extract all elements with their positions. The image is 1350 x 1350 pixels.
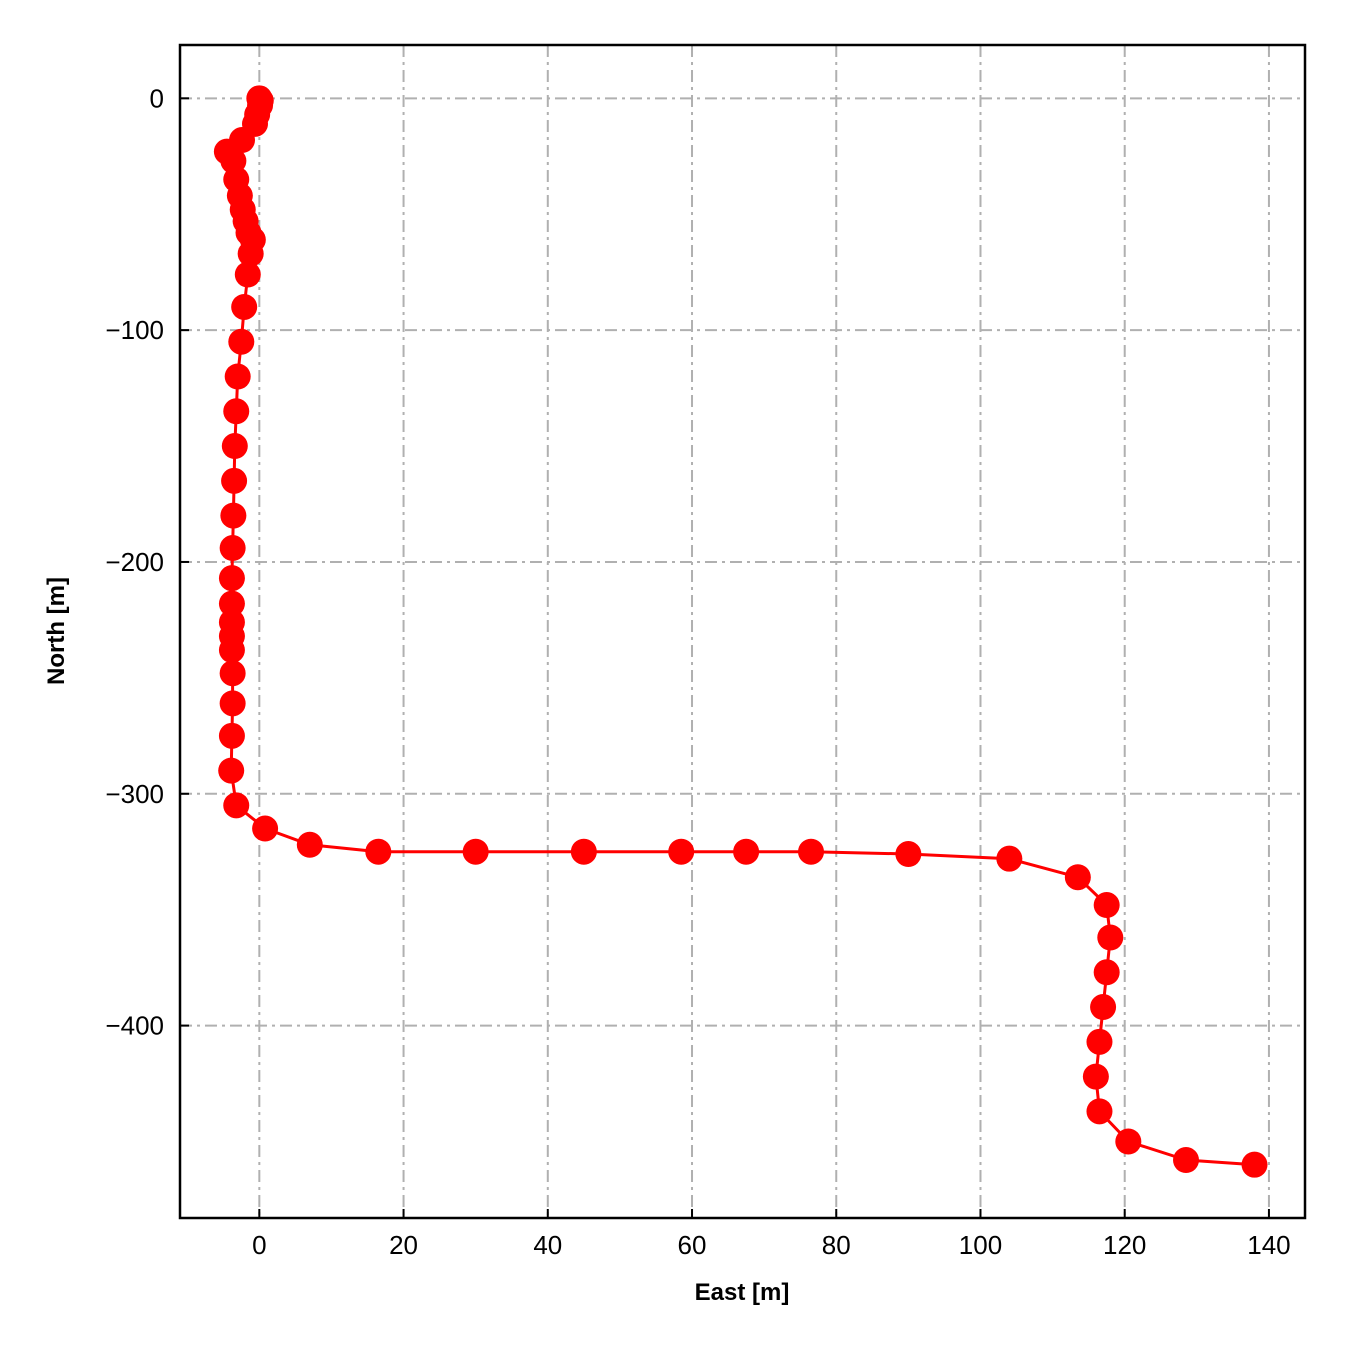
trajectory-point [218,637,245,664]
trajectory-point [1086,1098,1113,1125]
trajectory-point [218,565,245,592]
trajectory-point [1093,959,1120,986]
trajectory-point [237,240,264,267]
trajectory-point [224,363,251,390]
trajectory-point [218,590,245,617]
axis-ticks [180,97,1270,1218]
trajectory-point [996,845,1023,872]
trajectory-point [1097,924,1124,951]
x-tick-label: 0 [252,1230,266,1260]
x-tick-label: 140 [1247,1230,1290,1260]
trajectory-point [218,722,245,749]
x-tick-labels: 0 20 40 60 80 100 120 140 [252,1230,1291,1260]
trajectory-point [296,831,323,858]
trajectory-point [1082,1063,1109,1090]
x-tick-label: 40 [533,1230,562,1260]
y-tick-label: −300 [105,779,164,809]
trajectory-point [223,398,250,425]
y-tick-label: −400 [105,1011,164,1041]
trajectory-point [219,660,246,687]
trajectory-point [218,757,245,784]
trajectory-point [221,433,248,460]
trajectory-point [1241,1151,1268,1178]
trajectory-point [668,838,695,865]
trajectory-point [1090,994,1117,1021]
x-tick-label: 100 [959,1230,1002,1260]
x-tick-label: 20 [389,1230,418,1260]
y-tick-label: −200 [105,547,164,577]
trajectory-point [223,792,250,819]
trajectory-point [733,838,760,865]
trajectory-point [1173,1147,1200,1174]
y-axis-label: North [m] [43,577,70,685]
trajectory-point [228,328,255,355]
x-tick-label: 120 [1103,1230,1146,1260]
trajectory-point [252,815,279,842]
trajectory-point [462,838,489,865]
trajectory-point [1115,1128,1142,1155]
trajectory-point [219,690,246,717]
trajectory-point [221,467,248,494]
trajectory-point [1064,864,1091,891]
x-axis-label: East [m] [695,1279,790,1306]
trajectory-point [219,535,246,562]
trajectory-point [234,261,261,288]
x-tick-label: 80 [822,1230,851,1260]
trajectory-point [570,838,597,865]
plot-frame [178,43,1307,1220]
trajectory-point [895,841,922,868]
y-tick-labels: 0 −100 −200 −300 −400 [105,83,164,1040]
y-tick-label: 0 [150,83,164,113]
trajectory-point [798,838,825,865]
trajectory-points [213,85,1268,1178]
x-tick-label: 60 [678,1230,707,1260]
y-tick-label: −100 [105,315,164,345]
trajectory-point [1086,1028,1113,1055]
trajectory-point [1093,892,1120,919]
trajectory-point [231,293,258,320]
grid [180,45,1305,1218]
trajectory-point [365,838,392,865]
trajectory-point [220,502,247,529]
